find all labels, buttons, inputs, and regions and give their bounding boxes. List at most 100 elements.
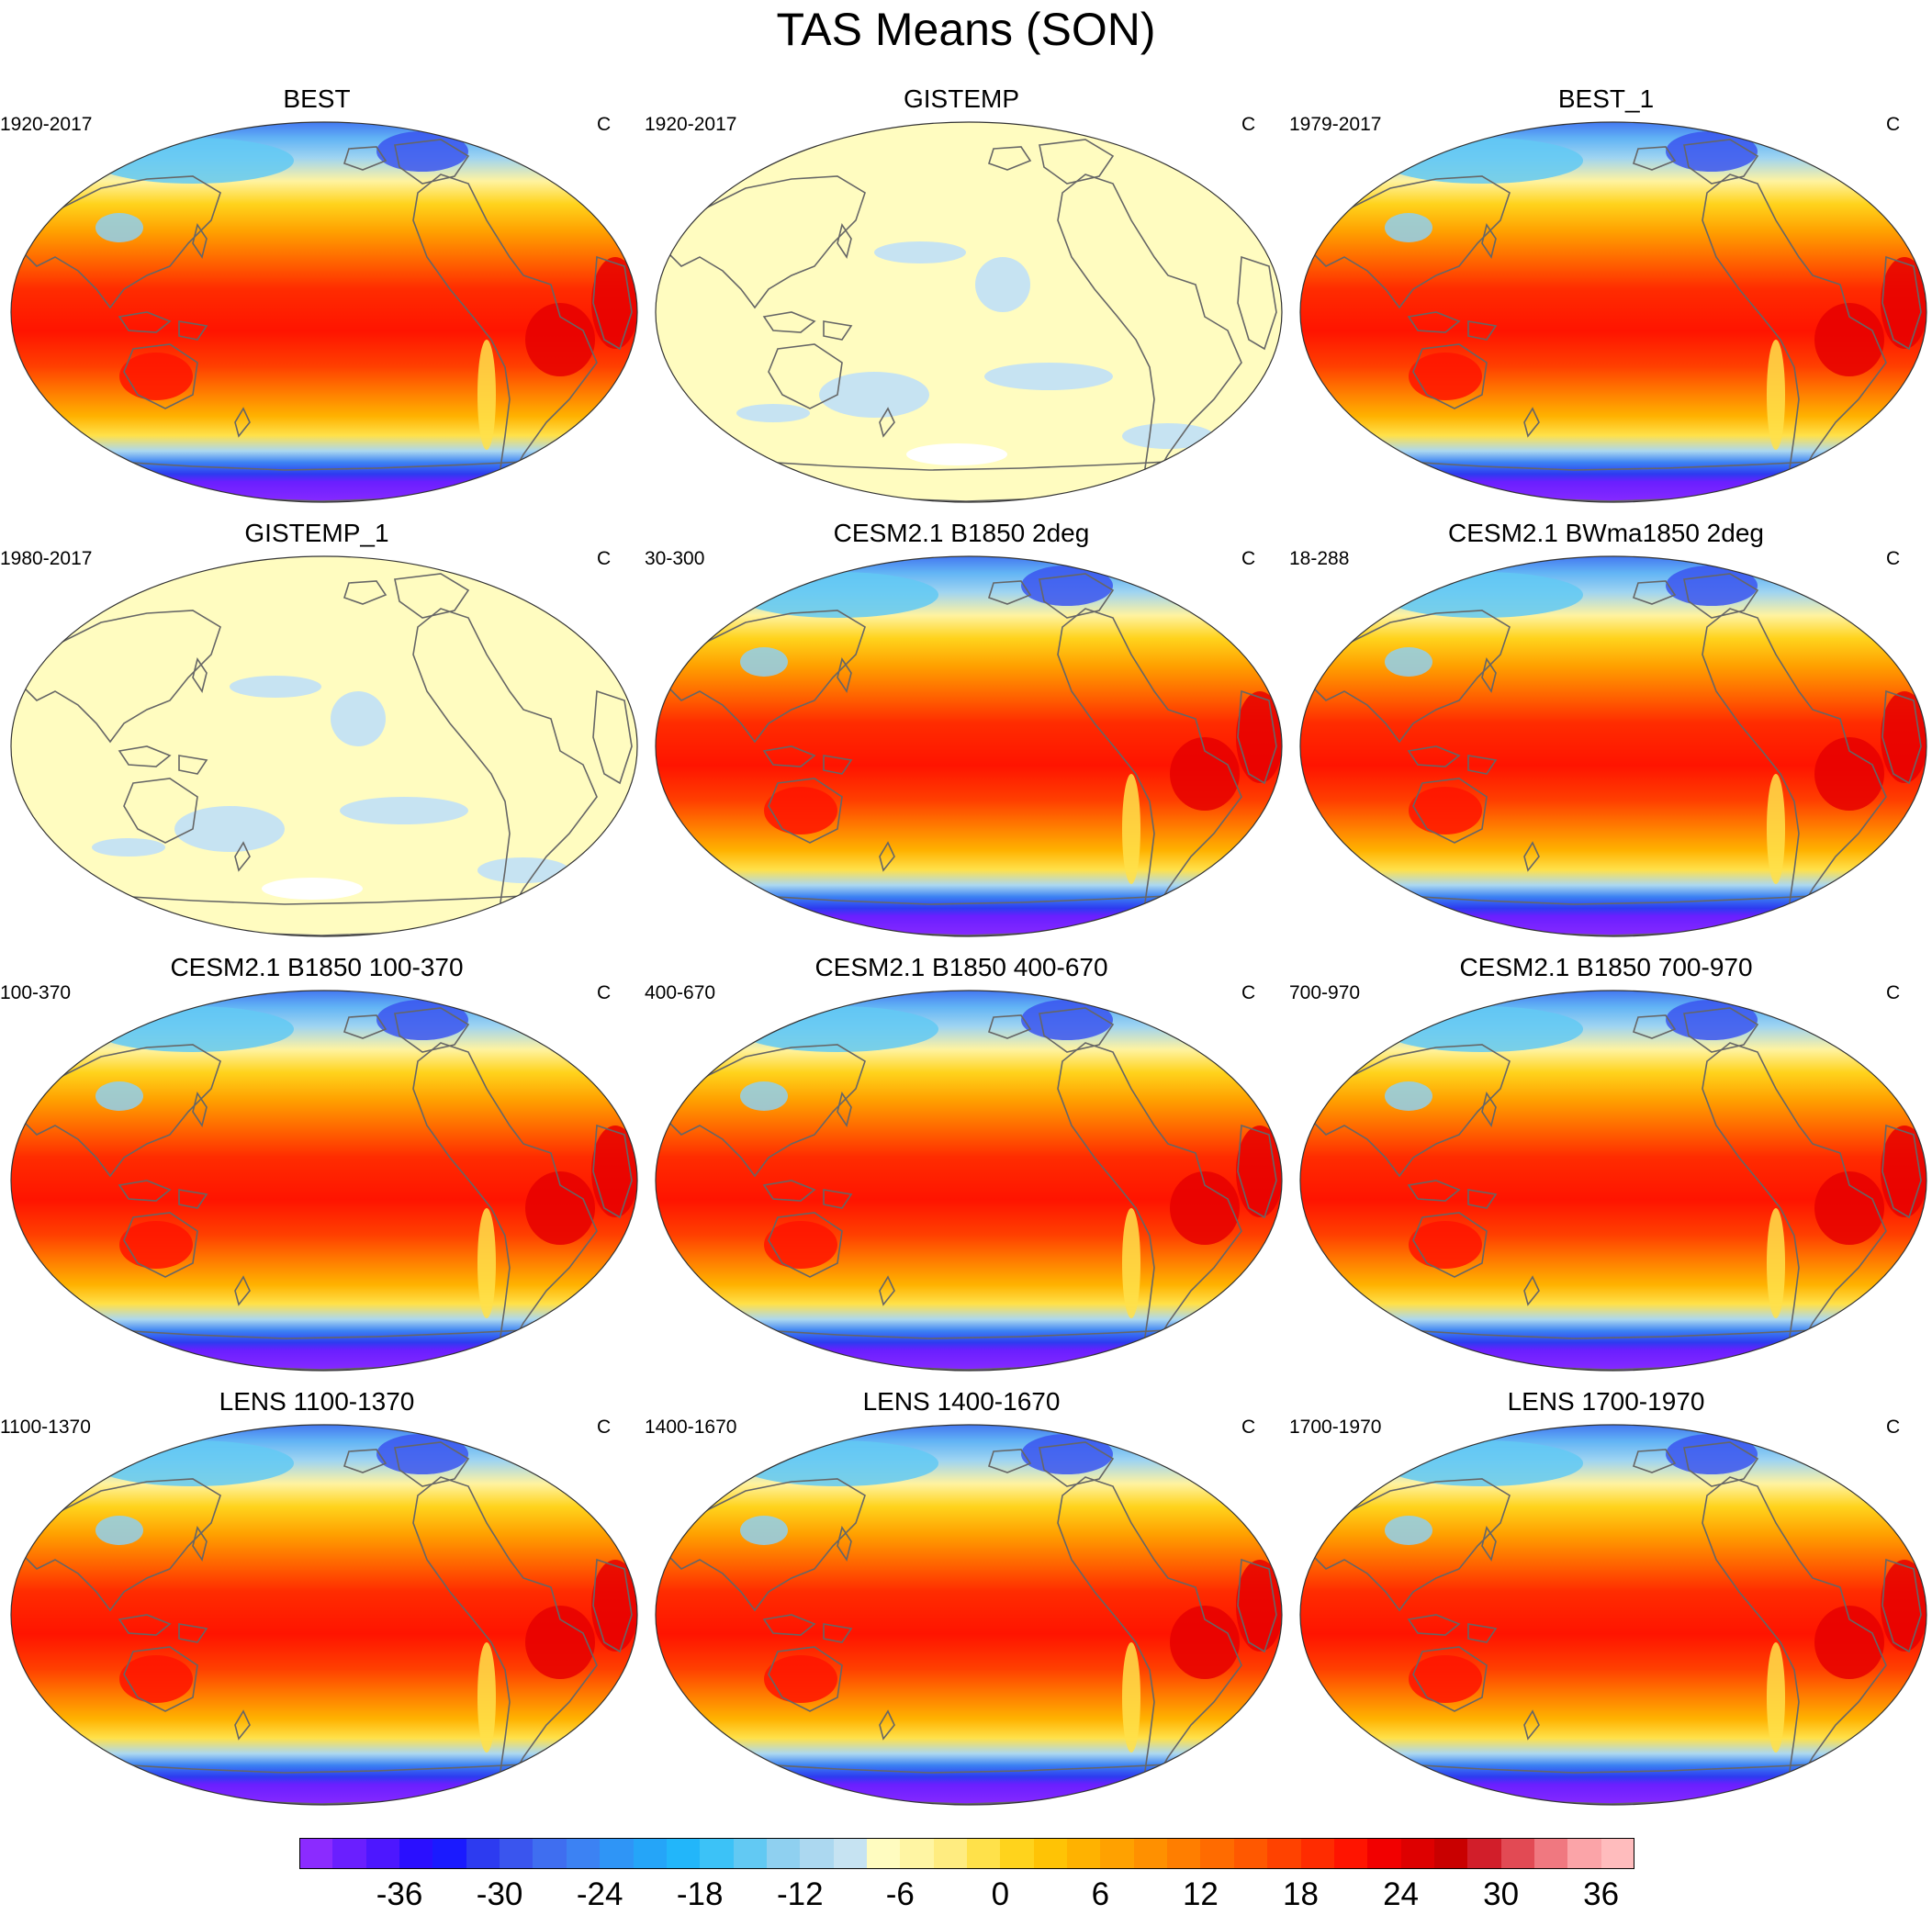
map-panel: CESM2.1 B1850 100-370 100-370 C <box>0 953 638 1375</box>
temperature-anomaly-patch <box>591 257 637 349</box>
colorbar-swatch <box>1000 1838 1035 1869</box>
temperature-anomaly-patch <box>376 1000 468 1040</box>
colorbar-tick-label: -12 <box>776 1876 824 1912</box>
temperature-anomaly-patch <box>525 1171 595 1245</box>
coastline <box>1237 1558 1277 1653</box>
colorbar-swatch <box>866 1838 901 1869</box>
temperature-anomaly-patch <box>591 1560 637 1652</box>
coastline <box>1311 610 1511 744</box>
colorbar-swatch <box>1500 1838 1535 1869</box>
temperature-anomaly-patch <box>984 363 1113 390</box>
colorbar-swatch <box>600 1838 634 1869</box>
temperature-anomaly-patch <box>1881 691 1926 783</box>
temperature-anomaly-patch <box>874 241 966 263</box>
temperature-anomaly-patch <box>1767 340 1785 450</box>
coastline <box>1237 689 1277 785</box>
coastline <box>118 745 172 767</box>
colorbar-swatch <box>1067 1838 1101 1869</box>
panel-title: LENS 1100-1370 <box>219 1387 415 1416</box>
panel-title: LENS 1700-1970 <box>1507 1387 1705 1416</box>
coastline <box>343 146 388 171</box>
coastline <box>394 1007 470 1053</box>
colorbar-swatch <box>700 1838 735 1869</box>
temperature-anomaly-patch <box>95 1516 143 1545</box>
world-map <box>654 554 1284 944</box>
temperature-anomaly-patch <box>1122 1208 1140 1318</box>
world-map <box>1298 988 1928 1378</box>
coastline <box>234 1709 251 1741</box>
colorbar-swatch <box>633 1838 668 1869</box>
coastline <box>768 343 843 409</box>
temperature-anomaly-patch <box>1021 1000 1113 1040</box>
coastline <box>1311 175 1511 309</box>
panel-title: GISTEMP_1 <box>244 519 389 547</box>
coastline <box>823 1623 853 1643</box>
panel-period-label: 100-370 <box>0 982 72 1003</box>
coastline <box>234 841 251 872</box>
temperature-anomaly-patch <box>1409 353 1482 400</box>
map-field <box>656 1425 1282 1805</box>
coastline <box>1039 139 1115 185</box>
temperature-anomaly-patch <box>1122 1642 1140 1753</box>
temperature-anomaly-patch <box>1170 1171 1240 1245</box>
coastline <box>988 580 1032 605</box>
colorbar-swatch <box>1133 1838 1168 1869</box>
coastline <box>762 745 816 767</box>
panel-period-label: 700-970 <box>1289 982 1361 1003</box>
colorbar-swatch <box>500 1838 534 1869</box>
panel-period-label: 1920-2017 <box>0 114 93 135</box>
coastline <box>22 175 221 309</box>
temperature-anomaly-patch <box>477 857 569 883</box>
coastline <box>1683 139 1759 185</box>
map-border <box>655 1424 1283 1806</box>
coastline <box>1523 841 1540 872</box>
coastline <box>762 1180 816 1202</box>
temperature-anomaly-patch <box>1814 737 1884 811</box>
map-svg <box>1299 990 1927 1372</box>
map-panel: CESM2.1 B1850 2deg 30-300 C <box>645 519 1283 941</box>
panel-units-label: C <box>1886 1417 1901 1438</box>
colorbar-swatch <box>299 1838 333 1869</box>
map-border <box>1299 990 1927 1372</box>
coastline <box>879 841 895 872</box>
coastline <box>1311 1478 1511 1612</box>
map-field <box>1300 122 1926 502</box>
panel-units-label: C <box>1241 982 1256 1003</box>
coastline <box>1881 255 1922 351</box>
coastline <box>1481 657 1497 693</box>
temperature-anomaly-patch <box>1767 1208 1785 1318</box>
temperature-anomaly-patch <box>1881 1560 1926 1652</box>
colorbar-tick-label: -24 <box>576 1876 623 1912</box>
temperature-anomaly-patch <box>764 1655 837 1703</box>
temperature-anomaly-patch <box>1666 1000 1758 1040</box>
panel-title: BEST <box>283 84 351 113</box>
map-panel: LENS 1700-1970 1700-1970 C <box>1289 1387 1927 1809</box>
map-panel: LENS 1400-1670 1400-1670 C <box>645 1387 1283 1809</box>
panel-units-label: C <box>1886 982 1901 1003</box>
map-field <box>11 556 637 936</box>
map-svg <box>10 990 638 1372</box>
coastline <box>394 573 470 619</box>
coastline <box>837 223 852 259</box>
temperature-anomaly-patch <box>477 1208 496 1318</box>
temperature-anomaly-patch <box>525 1606 595 1679</box>
coastline <box>592 255 633 351</box>
colorbar-tick-label: 36 <box>1583 1876 1620 1912</box>
map-svg <box>1299 121 1927 503</box>
temperature-anomaly-patch <box>95 1081 143 1111</box>
coastline <box>22 1044 221 1178</box>
panel-title: LENS 1400-1670 <box>862 1387 1061 1416</box>
colorbar-swatch <box>1233 1838 1268 1869</box>
panel-period-label: 1700-1970 <box>1289 1417 1382 1438</box>
panel-units-label: C <box>1886 548 1901 569</box>
colorbar-swatch <box>733 1838 768 1869</box>
coastline <box>1412 778 1488 844</box>
temperature-anomaly-patch <box>119 353 193 400</box>
temperature-anomaly-patch <box>740 1081 788 1111</box>
colorbar-swatch <box>1333 1838 1368 1869</box>
coastline <box>1683 1441 1759 1487</box>
colorbar-swatch <box>900 1838 935 1869</box>
panel-title: CESM2.1 BWma1850 2deg <box>1448 519 1764 547</box>
temperature-anomaly-patch <box>1385 213 1432 242</box>
coastline <box>1881 1124 1922 1219</box>
